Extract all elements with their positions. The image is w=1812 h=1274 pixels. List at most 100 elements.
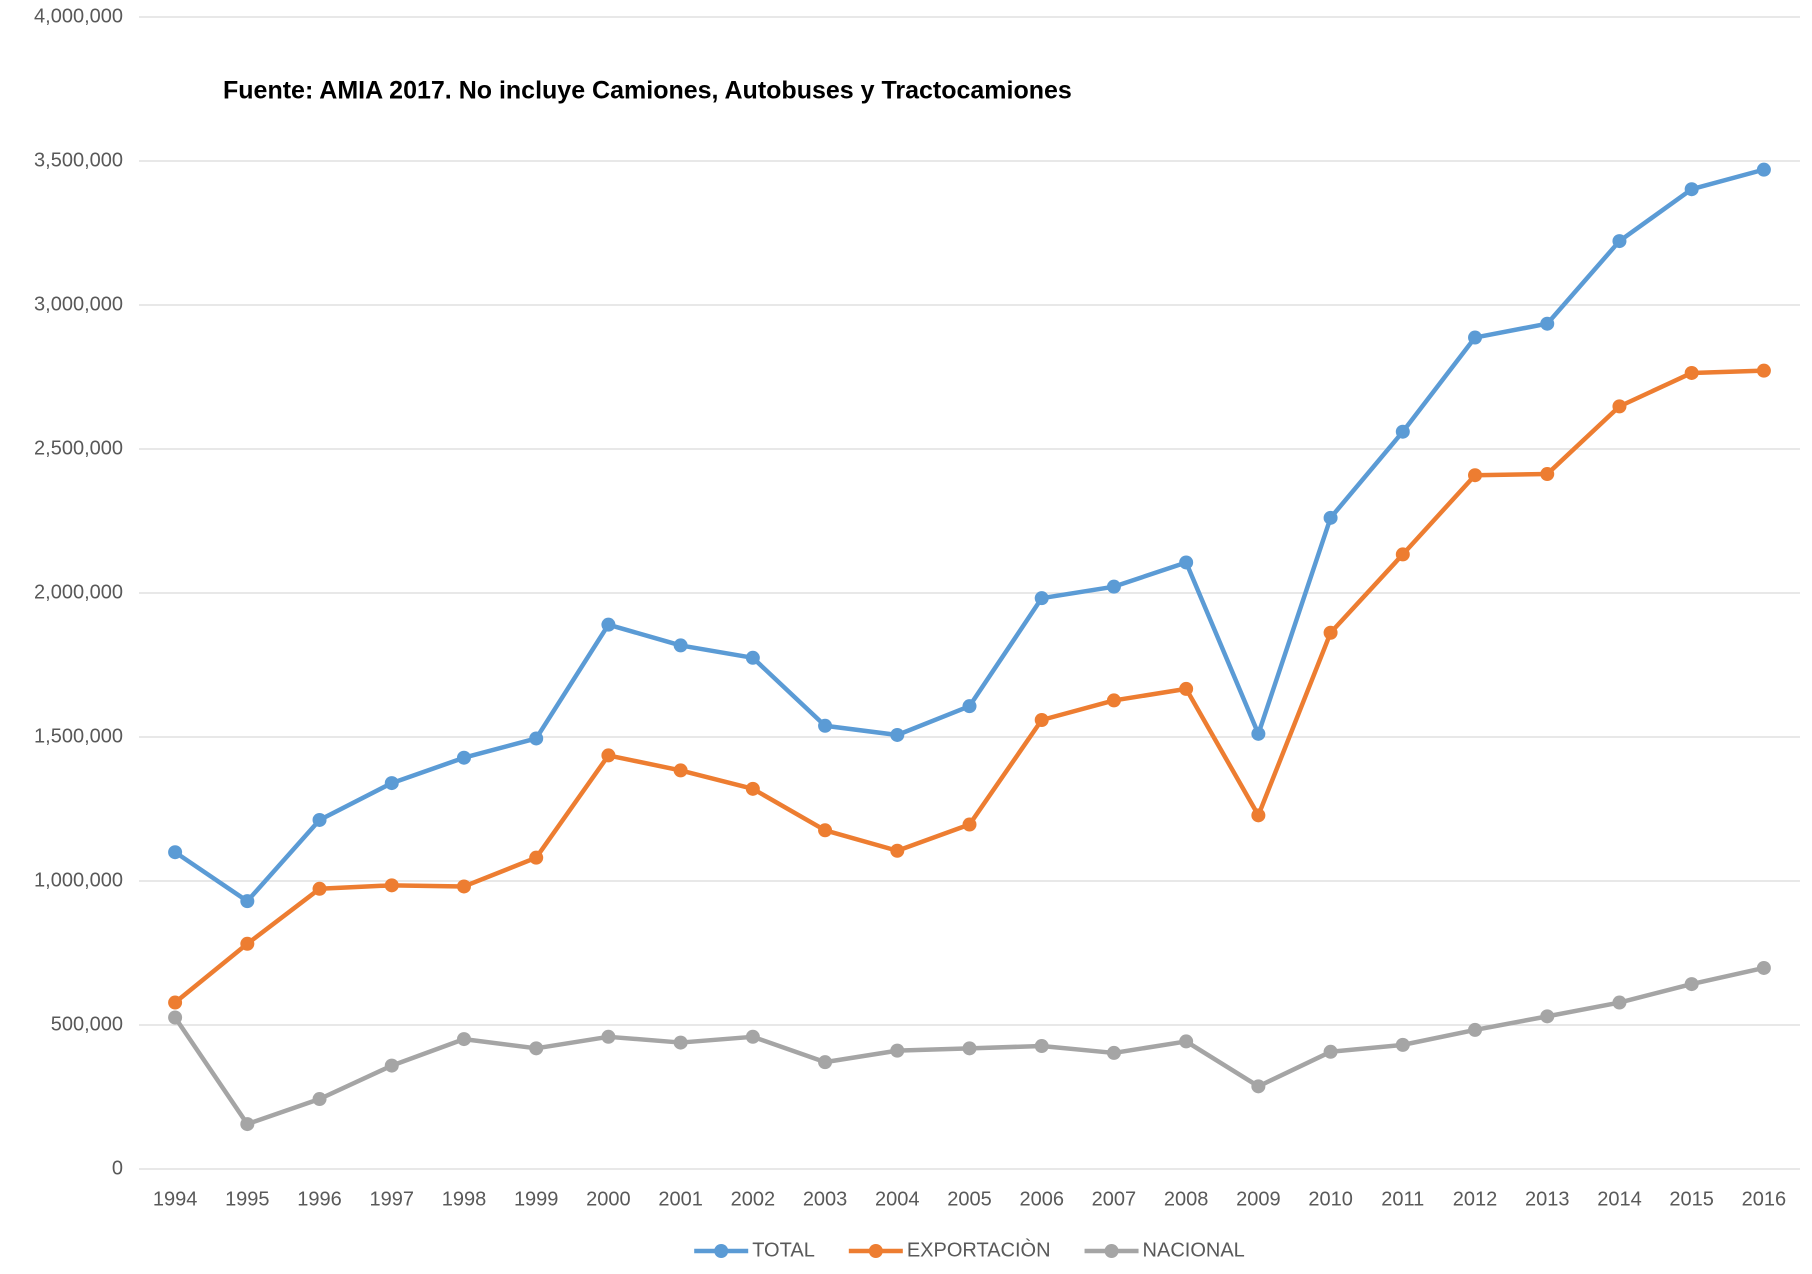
data-point: [1106, 693, 1121, 708]
data-point: [456, 879, 471, 894]
data-point: [1034, 1039, 1049, 1054]
data-point: [1684, 977, 1699, 992]
data-point: [1323, 1044, 1338, 1059]
data-point: [818, 823, 833, 838]
data-point: [1756, 960, 1771, 975]
data-point: [1106, 1045, 1121, 1060]
data-point: [384, 878, 399, 893]
data-point: [1468, 330, 1483, 345]
x-tick-label: 1998: [442, 1188, 487, 1210]
data-point: [1468, 468, 1483, 483]
x-tick-label: 1994: [153, 1188, 198, 1210]
x-tick-label: 2004: [875, 1188, 920, 1210]
data-point: [1612, 399, 1627, 414]
y-tick-label: 3,000,000: [34, 293, 123, 315]
x-tick-label: 2001: [658, 1188, 703, 1210]
legend-label: TOTAL: [752, 1239, 815, 1261]
data-point: [1540, 467, 1555, 482]
x-tick-label: 1995: [225, 1188, 270, 1210]
data-point: [168, 845, 183, 860]
x-tick-label: 2013: [1525, 1188, 1570, 1210]
data-point: [673, 763, 688, 778]
data-point: [1684, 365, 1699, 380]
x-tick-label: 2002: [731, 1188, 776, 1210]
x-tick-label: 2016: [1742, 1188, 1787, 1210]
data-point: [818, 718, 833, 733]
data-point: [1251, 726, 1266, 741]
data-point: [890, 1043, 905, 1058]
data-point: [890, 727, 905, 742]
y-tick-label: 3,500,000: [34, 149, 123, 171]
data-point: [1179, 555, 1194, 570]
data-point: [962, 817, 977, 832]
y-tick-label: 2,000,000: [34, 581, 123, 603]
y-tick-label: 4,000,000: [34, 5, 123, 27]
legend-marker: [1104, 1244, 1119, 1258]
data-point: [529, 1041, 544, 1056]
data-point: [456, 1032, 471, 1047]
legend-label: EXPORTACIÒN: [907, 1238, 1051, 1261]
y-tick-label: 1,000,000: [34, 869, 123, 891]
x-tick-label: 1996: [297, 1188, 342, 1210]
data-point: [312, 812, 327, 827]
data-point: [601, 748, 616, 763]
data-point: [890, 843, 905, 858]
x-tick-label: 2003: [803, 1188, 848, 1210]
data-point: [1612, 234, 1627, 249]
data-point: [240, 936, 255, 951]
data-point: [529, 850, 544, 865]
y-tick-label: 2,500,000: [34, 437, 123, 459]
data-point: [384, 1058, 399, 1073]
data-point: [818, 1055, 833, 1070]
data-point: [1323, 510, 1338, 525]
data-point: [1395, 1037, 1410, 1052]
data-point: [529, 731, 544, 746]
data-point: [1756, 162, 1771, 177]
data-point: [312, 881, 327, 896]
x-tick-label: 2012: [1453, 1188, 1498, 1210]
data-point: [1540, 316, 1555, 331]
legend-label: NACIONAL: [1143, 1239, 1245, 1261]
x-tick-label: 1999: [514, 1188, 559, 1210]
x-tick-label: 1997: [370, 1188, 415, 1210]
x-tick-label: 2008: [1164, 1188, 1209, 1210]
data-point: [1179, 1034, 1194, 1049]
data-point: [1251, 1079, 1266, 1094]
data-point: [673, 638, 688, 653]
x-tick-label: 2006: [1019, 1188, 1064, 1210]
data-point: [1179, 681, 1194, 696]
data-point: [745, 650, 760, 665]
legend-marker: [714, 1244, 729, 1258]
data-point: [1612, 995, 1627, 1010]
chart-title: Fuente: AMIA 2017. No incluye Camiones, …: [223, 77, 1072, 105]
data-point: [1251, 808, 1266, 823]
x-tick-label: 2005: [947, 1188, 992, 1210]
x-tick-label: 2010: [1308, 1188, 1353, 1210]
data-point: [1323, 625, 1338, 640]
data-point: [673, 1035, 688, 1050]
data-point: [1756, 363, 1771, 378]
data-point: [456, 750, 471, 765]
y-tick-label: 0: [112, 1157, 123, 1179]
y-tick-label: 500,000: [51, 1013, 123, 1035]
x-tick-label: 2007: [1092, 1188, 1137, 1210]
data-point: [312, 1092, 327, 1107]
data-point: [1395, 424, 1410, 439]
data-point: [1106, 579, 1121, 594]
data-point: [168, 995, 183, 1010]
y-tick-label: 1,500,000: [34, 725, 123, 747]
data-point: [384, 776, 399, 791]
data-point: [1684, 182, 1699, 197]
x-tick-label: 2014: [1597, 1188, 1642, 1210]
data-point: [1540, 1009, 1555, 1024]
data-point: [1468, 1022, 1483, 1037]
x-tick-label: 2009: [1236, 1188, 1281, 1210]
data-point: [601, 617, 616, 632]
data-point: [168, 1010, 183, 1025]
x-tick-label: 2015: [1669, 1188, 1714, 1210]
x-tick-label: 2000: [586, 1188, 631, 1210]
data-point: [1395, 547, 1410, 562]
data-point: [240, 894, 255, 909]
legend-marker: [868, 1244, 883, 1258]
